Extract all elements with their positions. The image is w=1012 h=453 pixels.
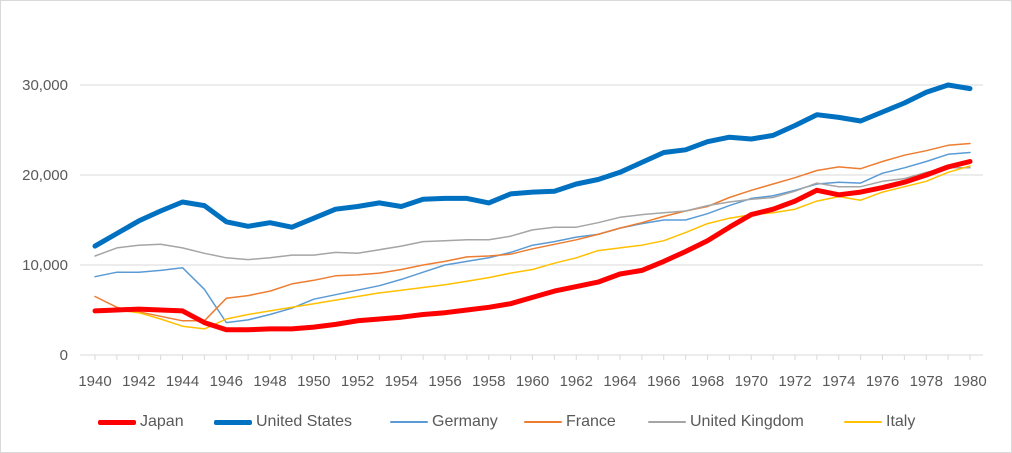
x-axis: 1940 1942 1944 1946 1948 1950 1952 1954 1956 1958…	[78, 354, 987, 390]
legend-label-germany: Germany	[432, 413, 498, 430]
series-line-united-states	[92, 82, 973, 249]
x-tick-label: 1972	[778, 373, 811, 390]
y-tick-label: 0	[60, 347, 68, 364]
gridlines	[80, 84, 983, 266]
x-tick-label: 1944	[166, 373, 199, 390]
x-tick-label: 1942	[122, 373, 155, 390]
x-tick-label: 1940	[78, 373, 111, 390]
legend-item-italy: Italy	[844, 407, 915, 437]
legend-swatch-france	[524, 421, 562, 423]
x-tick-label: 1948	[253, 373, 286, 390]
x-tick-label: 1950	[297, 373, 330, 390]
legend-item-united-states: United States	[214, 407, 352, 437]
x-tick-label: 1968	[691, 373, 724, 390]
y-tick-label: 10,000	[22, 257, 68, 274]
x-tick-label: 1966	[647, 373, 680, 390]
legend-label-united-kingdom: United Kingdom	[690, 413, 804, 430]
legend-swatch-japan	[98, 419, 136, 425]
y-tick-label: 30,000	[22, 77, 68, 94]
series-line-germany	[94, 151, 971, 324]
legend-label-italy: Italy	[886, 413, 916, 430]
legend: Japan United States Germany France United Ki…	[1, 407, 1012, 437]
x-tick-label: 1980	[953, 373, 986, 390]
series-line-italy	[94, 165, 971, 330]
legend-swatch-united-kingdom	[648, 421, 686, 423]
legend-item-japan: Japan	[98, 407, 184, 437]
y-tick-label: 20,000	[22, 167, 68, 184]
data-series	[92, 82, 973, 333]
x-tick-label: 1956	[428, 373, 461, 390]
legend-swatch-italy	[844, 421, 882, 423]
legend-item-united-kingdom: United Kingdom	[648, 407, 804, 437]
legend-item-germany: Germany	[390, 407, 498, 437]
x-tick-label: 1960	[516, 373, 549, 390]
legend-label-france: France	[566, 413, 616, 430]
x-tick-label: 1954	[385, 373, 418, 390]
series-line-france	[94, 142, 971, 322]
series-line-japan	[92, 159, 973, 333]
x-tick-label: 1970	[735, 373, 768, 390]
line-chart: 0 10,000 20,000 30,000 1940 1942 1944 1946 1948…	[22, 77, 987, 390]
legend-item-france: France	[524, 407, 616, 437]
x-tick-label: 1976	[866, 373, 899, 390]
legend-label-united-states: United States	[256, 413, 353, 430]
legend-label-japan: Japan	[140, 413, 184, 430]
x-tick-label: 1958	[472, 373, 505, 390]
x-tick-label: 1978	[910, 373, 943, 390]
series-line-united-kingdom	[94, 167, 971, 261]
x-tick-label: 1946	[210, 373, 243, 390]
x-tick-label: 1964	[603, 373, 636, 390]
x-tick-label: 1962	[560, 373, 593, 390]
legend-swatch-united-states	[214, 419, 252, 425]
y-axis-tick-labels: 0 10,000 20,000 30,000	[22, 77, 68, 364]
legend-swatch-germany	[390, 421, 428, 423]
x-tick-label: 1952	[341, 373, 374, 390]
x-tick-label: 1974	[822, 373, 855, 390]
